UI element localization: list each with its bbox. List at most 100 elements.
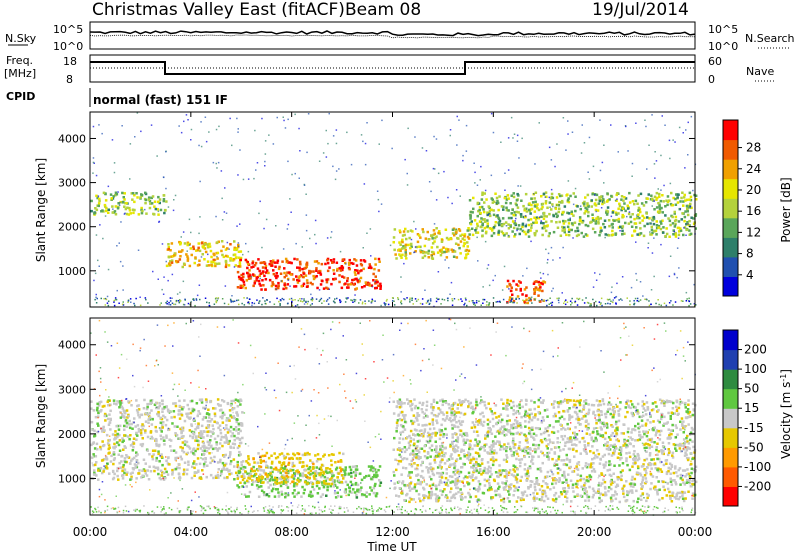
heatmap-cell <box>481 471 485 475</box>
heatmap-cell <box>291 492 295 495</box>
heatmap-cell <box>661 211 664 214</box>
heatmap-cell <box>104 199 108 202</box>
heatmap-cell <box>642 463 645 466</box>
heatmap-cell <box>178 125 180 127</box>
heatmap-cell <box>547 258 549 261</box>
heatmap-cell <box>251 273 255 276</box>
heatmap-cell <box>546 206 549 209</box>
heatmap-cell <box>396 448 400 451</box>
heatmap-cell <box>563 399 566 402</box>
heatmap-cell <box>691 440 694 443</box>
heatmap-cell <box>512 443 516 446</box>
heatmap-cell <box>148 206 152 210</box>
heatmap-cell <box>99 466 103 470</box>
heatmap-cell <box>165 151 167 153</box>
heatmap-cell <box>681 478 684 482</box>
heatmap-cell <box>648 454 652 457</box>
heatmap-cell <box>465 248 469 252</box>
heatmap-cell <box>401 437 405 441</box>
heatmap-cell <box>398 406 402 409</box>
heatmap-cell <box>374 286 377 290</box>
heatmap-cell <box>127 301 129 303</box>
heatmap-cell <box>494 442 497 445</box>
heatmap-cell <box>173 254 176 257</box>
heatmap-cell <box>615 218 618 222</box>
heatmap-cell <box>453 410 456 414</box>
heatmap-cell <box>467 455 471 458</box>
heatmap-cell <box>247 277 251 280</box>
heatmap-cell <box>488 484 491 487</box>
heatmap-cell <box>620 456 623 460</box>
heatmap-cell <box>680 196 683 200</box>
heatmap-cell <box>205 426 208 430</box>
heatmap-cell <box>192 452 195 455</box>
heatmap-cell <box>512 409 515 412</box>
heatmap-cell <box>528 465 532 468</box>
heatmap-cell <box>217 240 220 243</box>
heatmap-cell <box>614 211 618 214</box>
heatmap-cell <box>212 260 215 264</box>
heatmap-cell <box>506 279 510 283</box>
heatmap-cell <box>228 409 232 412</box>
heatmap-cell <box>610 215 613 218</box>
heatmap-cell <box>113 171 116 174</box>
heatmap-cell <box>176 260 180 263</box>
heatmap-cell <box>611 286 613 288</box>
heatmap-cell <box>505 449 508 453</box>
heatmap-cell <box>397 298 400 301</box>
heatmap-cell <box>276 261 279 264</box>
heatmap-cell <box>533 216 536 219</box>
heatmap-cell <box>200 145 203 148</box>
heatmap-cell <box>541 461 544 465</box>
heatmap-cell <box>314 219 317 222</box>
heatmap-cell <box>589 450 592 453</box>
heatmap-cell <box>579 474 583 478</box>
heatmap-cell <box>457 419 461 423</box>
heatmap-cell <box>332 485 336 488</box>
heatmap-cell <box>658 433 662 437</box>
heatmap-cell <box>650 225 653 229</box>
heatmap-cell <box>530 197 533 200</box>
heatmap-cell <box>141 469 144 472</box>
heatmap-cell <box>311 494 314 498</box>
heatmap-cell <box>426 230 429 234</box>
heatmap-cell <box>636 458 639 462</box>
heatmap-cell <box>173 425 176 428</box>
heatmap-cell <box>276 488 279 491</box>
heatmap-cell <box>537 398 541 402</box>
heatmap-cell <box>561 474 564 477</box>
heatmap-cell <box>238 277 241 281</box>
heatmap-cell <box>415 228 417 230</box>
heatmap-cell <box>215 128 218 131</box>
heatmap-cell <box>229 117 231 120</box>
heatmap-cell <box>378 210 380 213</box>
heatmap-cell <box>590 465 594 469</box>
heatmap-cell <box>490 410 493 413</box>
heatmap-cell <box>636 473 639 476</box>
heatmap-cell <box>312 298 314 300</box>
heatmap-cell <box>507 223 510 226</box>
heatmap-cell <box>398 487 402 490</box>
heatmap-cell <box>129 178 131 180</box>
heatmap-cell <box>141 437 144 440</box>
heatmap-cell <box>441 411 444 414</box>
heatmap-cell <box>301 474 305 478</box>
heatmap-cell <box>515 199 519 202</box>
heatmap-cell <box>505 460 509 463</box>
heatmap-cell <box>147 198 151 201</box>
heatmap-cell <box>135 464 138 467</box>
heatmap-cell <box>135 438 138 441</box>
heatmap-cell <box>406 436 409 439</box>
heatmap-cell <box>552 441 555 444</box>
heatmap-cell <box>517 185 519 187</box>
heatmap-cell <box>178 404 181 408</box>
cpid-label: CPID <box>6 90 35 103</box>
y-tick-label: 2000 <box>58 221 86 234</box>
heatmap-cell <box>202 441 205 445</box>
heatmap-cell <box>512 226 516 230</box>
heatmap-cell <box>122 415 126 418</box>
heatmap-cell <box>279 272 283 275</box>
heatmap-cell <box>198 144 200 147</box>
heatmap-cell <box>530 428 534 431</box>
heatmap-cell <box>688 297 690 300</box>
